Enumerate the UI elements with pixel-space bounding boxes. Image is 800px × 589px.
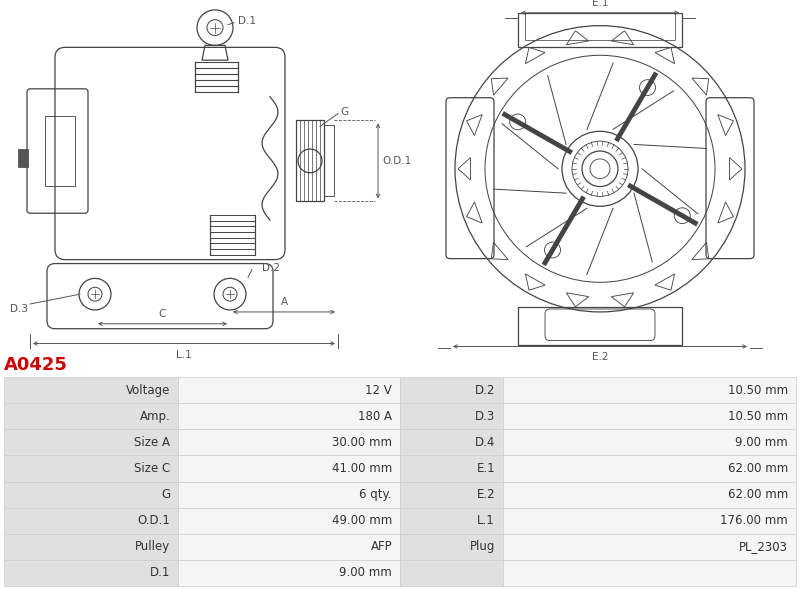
- Text: D.3: D.3: [10, 304, 28, 314]
- Text: D.1: D.1: [238, 16, 256, 26]
- Text: 180 A: 180 A: [358, 410, 392, 423]
- Text: 176.00 mm: 176.00 mm: [720, 514, 788, 527]
- Text: 6 qty.: 6 qty.: [359, 488, 392, 501]
- Bar: [178, 534, 400, 560]
- Text: 9.00 mm: 9.00 mm: [339, 567, 392, 580]
- Bar: [324, 125, 334, 197]
- Bar: [400, 560, 503, 586]
- Text: D.2: D.2: [262, 263, 280, 273]
- Text: 62.00 mm: 62.00 mm: [728, 488, 788, 501]
- Text: 9.00 mm: 9.00 mm: [735, 436, 788, 449]
- Text: Size C: Size C: [134, 462, 170, 475]
- Bar: [503, 429, 796, 455]
- Text: C: C: [158, 309, 166, 319]
- Bar: [4, 534, 178, 560]
- Text: D.2: D.2: [474, 383, 495, 396]
- Bar: [178, 560, 400, 586]
- Bar: [4, 508, 178, 534]
- Bar: [178, 482, 400, 508]
- Text: L.1: L.1: [478, 514, 495, 527]
- Text: O.D.1: O.D.1: [138, 514, 170, 527]
- Bar: [178, 455, 400, 482]
- Text: E.2: E.2: [592, 352, 608, 362]
- Bar: [4, 560, 178, 586]
- Text: Voltage: Voltage: [126, 383, 170, 396]
- Text: A0425: A0425: [4, 356, 68, 374]
- Text: G: G: [340, 107, 348, 117]
- Text: E.1: E.1: [592, 0, 608, 8]
- Bar: [503, 377, 796, 403]
- Text: Pulley: Pulley: [135, 540, 170, 553]
- Bar: [503, 508, 796, 534]
- Bar: [4, 377, 178, 403]
- Bar: [178, 508, 400, 534]
- Bar: [178, 429, 400, 455]
- Bar: [178, 377, 400, 403]
- Text: AFP: AFP: [370, 540, 392, 553]
- Text: Amp.: Amp.: [139, 410, 170, 423]
- Bar: [4, 403, 178, 429]
- Text: 62.00 mm: 62.00 mm: [728, 462, 788, 475]
- Text: G: G: [161, 488, 170, 501]
- Text: A: A: [281, 297, 287, 307]
- Text: D.1: D.1: [150, 567, 170, 580]
- Bar: [503, 534, 796, 560]
- Text: O.D.1: O.D.1: [382, 156, 411, 166]
- Bar: [525, 13, 675, 41]
- Text: 49.00 mm: 49.00 mm: [332, 514, 392, 527]
- Bar: [400, 534, 503, 560]
- Bar: [400, 429, 503, 455]
- Bar: [503, 560, 796, 586]
- Text: 10.50 mm: 10.50 mm: [728, 383, 788, 396]
- Bar: [296, 120, 324, 201]
- Text: 12 V: 12 V: [366, 383, 392, 396]
- Bar: [400, 403, 503, 429]
- Text: 10.50 mm: 10.50 mm: [728, 410, 788, 423]
- Text: D.4: D.4: [474, 436, 495, 449]
- Text: 30.00 mm: 30.00 mm: [332, 436, 392, 449]
- Bar: [18, 149, 28, 167]
- Bar: [503, 482, 796, 508]
- Bar: [400, 377, 503, 403]
- Text: PL_2303: PL_2303: [739, 540, 788, 553]
- Text: D.3: D.3: [474, 410, 495, 423]
- Text: Plug: Plug: [470, 540, 495, 553]
- Text: 41.00 mm: 41.00 mm: [332, 462, 392, 475]
- Bar: [178, 403, 400, 429]
- Text: E.1: E.1: [477, 462, 495, 475]
- Text: E.2: E.2: [477, 488, 495, 501]
- Bar: [400, 508, 503, 534]
- Bar: [400, 455, 503, 482]
- Bar: [4, 455, 178, 482]
- Bar: [503, 403, 796, 429]
- Bar: [4, 482, 178, 508]
- Bar: [503, 455, 796, 482]
- Bar: [4, 429, 178, 455]
- Text: Size A: Size A: [134, 436, 170, 449]
- Text: L.1: L.1: [176, 350, 192, 360]
- Bar: [400, 482, 503, 508]
